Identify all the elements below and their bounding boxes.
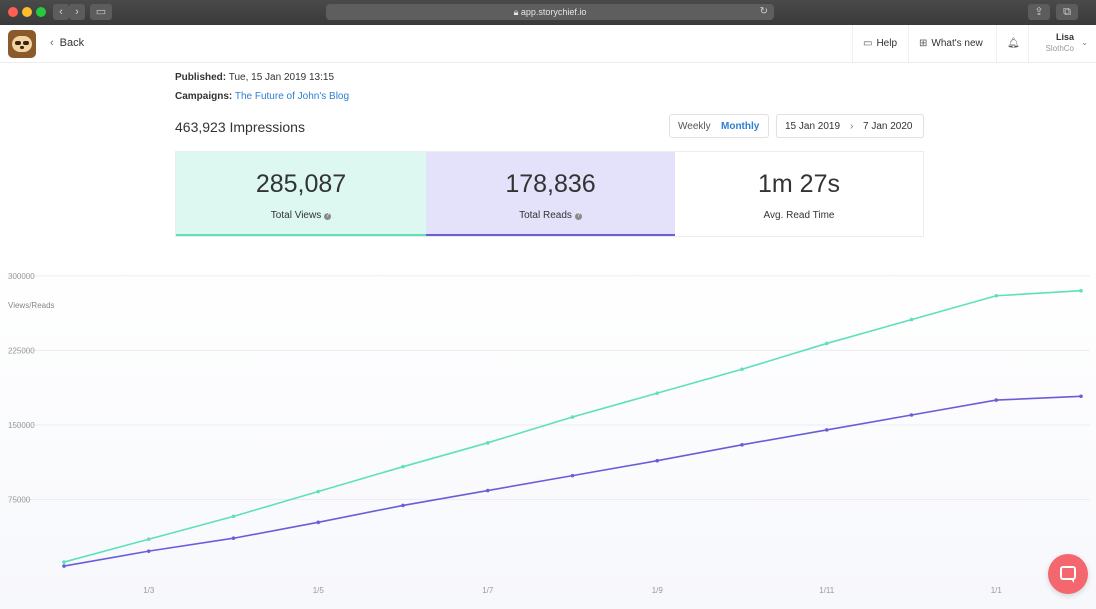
y-tick-label: 225000 <box>8 346 35 355</box>
monthly-toggle[interactable]: Monthly <box>721 121 760 132</box>
campaigns-row: Campaigns: The Future of John's Blog <box>175 91 349 102</box>
data-point <box>994 293 999 298</box>
date-range-picker[interactable]: 15 Jan 2019 › 7 Jan 2020 <box>776 114 924 138</box>
url-text: app.storychief.io <box>520 7 587 17</box>
data-point <box>146 549 151 553</box>
whats-new-label: What's new <box>931 38 983 49</box>
user-name: Lisa <box>1055 32 1074 42</box>
campaigns-label: Campaigns: <box>175 91 233 102</box>
data-point <box>316 520 321 525</box>
data-point <box>824 341 829 346</box>
impressions-total: 463,923 Impressions <box>175 119 305 135</box>
data-point <box>231 536 236 541</box>
y-tick-label: 150000 <box>8 421 35 430</box>
chevron-down-icon: ⌄ <box>1081 38 1088 47</box>
avg-read-time-value: 1m 27s <box>758 170 840 198</box>
data-point <box>485 441 490 445</box>
back-link[interactable]: ‹ Back <box>50 37 84 49</box>
x-tick-label: 1/1 <box>991 586 1003 595</box>
data-point <box>401 503 405 508</box>
x-tick-label: 1/11 <box>819 586 835 595</box>
x-tick-label: 1/5 <box>313 586 325 595</box>
lock-icon: 🔒︎ <box>513 7 521 17</box>
browser-back-icon[interactable]: ‹ <box>53 4 69 20</box>
chat-button[interactable] <box>1048 554 1088 594</box>
browser-chrome: ‹ › ▭ 🔒︎ app.storychief.io ↻ ⇪ ⧉ <box>0 0 1096 25</box>
published-label: Published: <box>175 72 227 83</box>
bell-icon: 🔔︎ <box>1007 38 1020 49</box>
data-point <box>824 428 829 432</box>
total-views-value: 285,087 <box>255 170 347 198</box>
total-views-label: Total Views <box>270 210 322 221</box>
chevron-left-icon: ‹ <box>50 37 54 49</box>
avg-read-time-card: 1m 27s Avg. Read Time <box>675 152 923 236</box>
x-tick-label: 1/9 <box>652 586 664 595</box>
data-point <box>1079 288 1083 293</box>
y-tick-label: 75000 <box>8 495 31 504</box>
data-point <box>146 537 151 542</box>
whats-new-button[interactable]: ⊞ What's new <box>908 25 993 63</box>
reload-icon[interactable]: ↻ <box>759 6 768 17</box>
video-icon: ▭ <box>863 38 873 49</box>
sidebar-toggle-icon[interactable]: ▭ <box>90 4 112 20</box>
user-menu[interactable]: Lisa SlothCo ⌄ <box>1028 25 1096 63</box>
x-tick-label: 1/3 <box>143 586 155 595</box>
chat-icon <box>1060 566 1076 580</box>
user-org: SlothCo <box>1045 44 1074 53</box>
browser-forward-icon[interactable]: › <box>69 4 85 20</box>
data-point <box>62 560 66 564</box>
data-point <box>740 443 744 447</box>
date-range-start: 15 Jan 2019 <box>785 121 841 132</box>
total-reads-label: Total Reads <box>519 210 572 221</box>
help-label: Help <box>876 38 898 49</box>
notifications-button[interactable]: 🔔︎ <box>996 25 1028 63</box>
data-point <box>570 415 575 419</box>
help-button[interactable]: ▭ Help <box>852 25 907 63</box>
chart-background <box>0 256 1096 609</box>
info-icon[interactable]: ? <box>324 213 332 220</box>
share-icon[interactable]: ⇪ <box>1028 4 1050 20</box>
stats-panel: 285,087 Total Views? 178,836 Total Reads… <box>175 151 924 237</box>
campaign-link[interactable]: The Future of John's Blog <box>234 91 350 102</box>
data-point <box>909 413 914 417</box>
data-point <box>231 514 236 519</box>
x-tick-label: 1/7 <box>482 586 494 595</box>
published-value: Tue, 15 Jan 2019 13:15 <box>228 72 335 83</box>
data-point <box>994 398 999 402</box>
data-point <box>655 458 660 463</box>
data-point <box>909 317 914 322</box>
data-point <box>485 488 490 493</box>
published-row: Published: Tue, 15 Jan 2019 13:15 <box>175 72 334 83</box>
back-label: Back <box>59 37 85 49</box>
date-range-end: 7 Jan 2020 <box>863 121 913 132</box>
close-window-dot[interactable] <box>8 7 18 17</box>
views-reads-chart: Views/Reads 75000 150000 225000 300000 1/3 1… <box>0 256 1096 609</box>
total-views-card[interactable]: 285,087 Total Views? <box>176 152 426 236</box>
y-axis-label: Views/Reads <box>8 301 55 310</box>
address-bar[interactable]: 🔒︎ app.storychief.io ↻ <box>326 4 774 20</box>
data-point <box>570 473 575 478</box>
gift-icon: ⊞ <box>919 38 928 49</box>
y-tick-label: 300000 <box>8 272 35 281</box>
total-reads-card[interactable]: 178,836 Total Reads? <box>426 152 675 236</box>
data-point <box>1079 394 1083 399</box>
total-reads-value: 178,836 <box>505 170 596 198</box>
period-toggle: Weekly Monthly <box>669 114 769 138</box>
storychief-logo[interactable] <box>8 30 36 58</box>
data-point <box>740 367 744 372</box>
data-point <box>655 391 660 395</box>
app-header: ‹ Back ▭ Help ⊞ What's new 🔔︎ Lisa SlothCo … <box>0 25 1096 63</box>
data-point <box>62 564 66 568</box>
chevron-right-icon: › <box>850 121 854 132</box>
tabs-icon[interactable]: ⧉ <box>1056 4 1078 20</box>
maximize-window-dot[interactable] <box>36 7 46 17</box>
info-icon[interactable]: ? <box>574 213 582 220</box>
avg-read-time-label: Avg. Read Time <box>763 210 835 221</box>
data-point <box>401 464 405 469</box>
minimize-window-dot[interactable] <box>22 7 32 17</box>
data-point <box>316 489 321 494</box>
weekly-toggle[interactable]: Weekly <box>678 121 711 132</box>
